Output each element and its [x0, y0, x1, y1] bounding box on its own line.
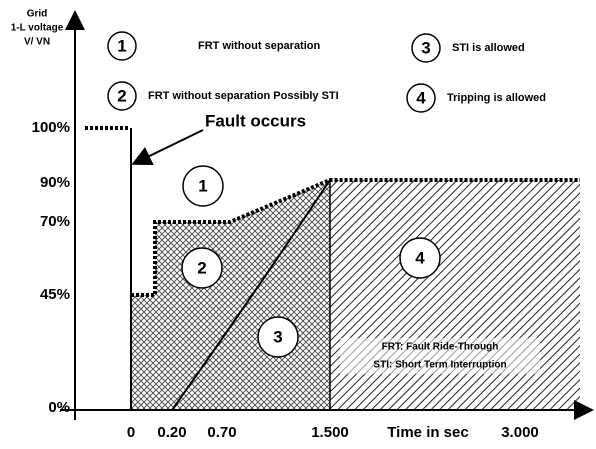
- x-tick-label: 0: [127, 424, 135, 441]
- note: STI: Short Term Interruption: [373, 360, 506, 371]
- note-background: [340, 338, 540, 374]
- y-axis-label: V/ VN: [24, 37, 50, 48]
- region-badge: [181, 247, 223, 289]
- region-label: 2: [197, 258, 206, 277]
- x-axis-label: Time in sec: [387, 424, 468, 441]
- legend-text: FRT without separation Possibly STI: [148, 90, 339, 102]
- x-tick-label: 3.000: [501, 424, 539, 441]
- x-tick-label: 1.500: [311, 424, 349, 441]
- legend-badge: [107, 81, 137, 111]
- legend-text: FRT without separation: [198, 40, 321, 52]
- legend-text: STI is allowed: [452, 42, 525, 54]
- legend: 1 FRT without separation 2 FRT without s…: [107, 31, 546, 113]
- region-label: 3: [273, 327, 282, 346]
- legend-number: 4: [416, 88, 426, 107]
- y-tick-label: 90%: [40, 174, 70, 191]
- region-fill: [131, 180, 330, 410]
- x-tick-label: 0.20: [157, 424, 186, 441]
- legend-number: 3: [421, 38, 430, 57]
- annotation-arrow: [131, 129, 204, 166]
- legend-badge: [406, 83, 436, 113]
- y-axis-label: 1-L voltage: [11, 23, 64, 34]
- note: FRT: Fault Ride-Through: [382, 342, 499, 353]
- y-tick-label: 100%: [32, 119, 70, 136]
- region-badge: [182, 165, 224, 207]
- legend-badge: [107, 31, 137, 61]
- legend-number: 2: [117, 86, 126, 105]
- region-label: 4: [415, 248, 425, 267]
- limit-curve: [131, 178, 580, 297]
- sti-boundary: [171, 179, 331, 411]
- annotation: Fault occurs: [205, 111, 306, 130]
- region-label: 1: [198, 176, 207, 195]
- y-axis-label: Grid: [27, 9, 48, 20]
- y-tick-label: 70%: [40, 213, 70, 230]
- legend-text: Tripping is allowed: [447, 92, 546, 104]
- y-tick-label: 0%: [48, 399, 70, 416]
- region-fill: [330, 180, 580, 410]
- legend-number: 1: [117, 36, 126, 55]
- y-tick-label: 45%: [40, 286, 70, 303]
- region-badge: [257, 316, 299, 358]
- region-badge: [399, 237, 441, 279]
- legend-badge: [411, 33, 441, 63]
- x-tick-label: 0.70: [207, 424, 236, 441]
